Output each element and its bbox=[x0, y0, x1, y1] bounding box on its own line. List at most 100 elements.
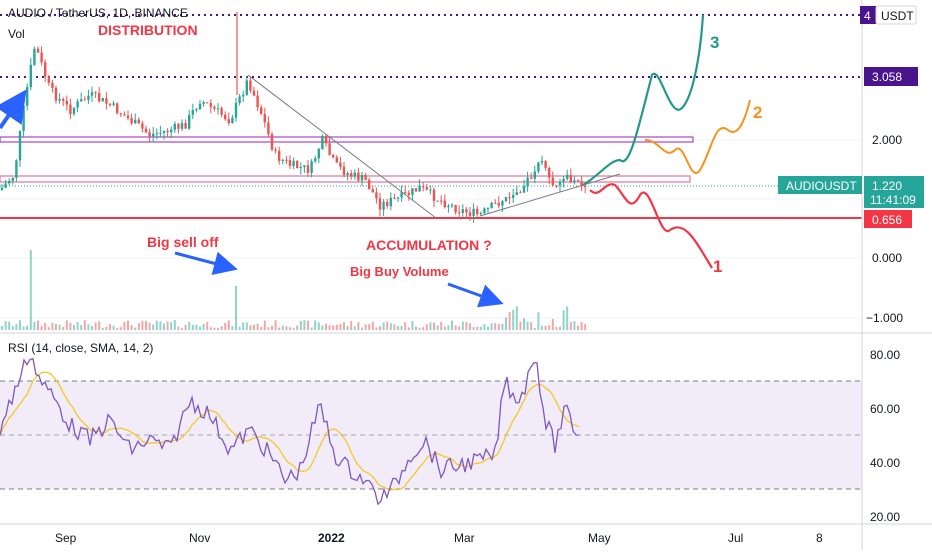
candle[interactable] bbox=[490, 202, 493, 208]
candle[interactable] bbox=[288, 160, 292, 166]
candle[interactable] bbox=[303, 165, 306, 168]
candle[interactable] bbox=[206, 102, 209, 104]
candle[interactable] bbox=[184, 123, 187, 129]
candle[interactable] bbox=[497, 202, 500, 206]
candle[interactable] bbox=[270, 134, 274, 150]
candle[interactable] bbox=[202, 102, 205, 104]
candle[interactable] bbox=[144, 128, 148, 133]
candle[interactable] bbox=[105, 98, 108, 104]
candle[interactable] bbox=[461, 209, 464, 213]
candle[interactable] bbox=[353, 172, 356, 177]
candle[interactable] bbox=[72, 107, 76, 114]
candle[interactable] bbox=[173, 123, 176, 130]
price-scale[interactable]: 2.000 0.000 −1.000 bbox=[866, 133, 903, 325]
candle[interactable] bbox=[483, 208, 486, 214]
candle[interactable] bbox=[530, 177, 533, 179]
candle[interactable] bbox=[436, 200, 439, 202]
candle[interactable] bbox=[450, 204, 454, 206]
candle[interactable] bbox=[292, 160, 295, 166]
candle[interactable] bbox=[310, 161, 313, 173]
candle[interactable] bbox=[108, 103, 112, 105]
candle[interactable] bbox=[425, 187, 428, 190]
candle[interactable] bbox=[321, 135, 324, 149]
candle[interactable] bbox=[101, 98, 104, 102]
candle[interactable] bbox=[328, 143, 331, 155]
candle[interactable] bbox=[296, 160, 299, 168]
candle[interactable] bbox=[29, 64, 32, 88]
candle[interactable] bbox=[314, 158, 317, 162]
candle[interactable] bbox=[191, 110, 194, 115]
candle[interactable] bbox=[368, 179, 371, 190]
candle[interactable] bbox=[544, 161, 547, 168]
candle[interactable] bbox=[112, 103, 115, 105]
candle[interactable] bbox=[472, 208, 475, 216]
candle[interactable] bbox=[519, 192, 522, 194]
candle[interactable] bbox=[569, 174, 572, 183]
candle[interactable] bbox=[285, 159, 288, 161]
candle[interactable] bbox=[252, 90, 256, 96]
candle[interactable] bbox=[58, 98, 61, 101]
candle[interactable] bbox=[36, 48, 40, 53]
candle[interactable] bbox=[342, 166, 346, 175]
candle[interactable] bbox=[540, 161, 544, 163]
candle[interactable] bbox=[378, 198, 382, 210]
candle[interactable] bbox=[476, 208, 479, 214]
candle[interactable] bbox=[389, 197, 392, 207]
candle[interactable] bbox=[213, 106, 216, 109]
rsi-line[interactable] bbox=[0, 357, 580, 506]
candle[interactable] bbox=[116, 103, 119, 114]
candle[interactable] bbox=[576, 180, 580, 182]
candle[interactable] bbox=[62, 98, 65, 101]
candle[interactable] bbox=[429, 189, 432, 191]
candle[interactable] bbox=[512, 195, 515, 198]
candle[interactable] bbox=[26, 87, 29, 106]
candle[interactable] bbox=[245, 80, 248, 95]
candle[interactable] bbox=[119, 113, 122, 115]
candle[interactable] bbox=[123, 114, 126, 116]
candle[interactable] bbox=[573, 180, 576, 183]
candle[interactable] bbox=[396, 197, 400, 199]
candle[interactable] bbox=[216, 108, 220, 110]
candle[interactable] bbox=[54, 87, 58, 101]
candle[interactable] bbox=[267, 122, 270, 135]
candle[interactable] bbox=[411, 188, 414, 195]
candle[interactable] bbox=[44, 62, 47, 77]
candlestick-series[interactable] bbox=[0, 46, 587, 223]
candle[interactable] bbox=[317, 148, 320, 159]
candle[interactable] bbox=[87, 95, 90, 100]
candle[interactable] bbox=[65, 100, 68, 105]
candle[interactable] bbox=[152, 133, 155, 137]
candle[interactable] bbox=[533, 171, 536, 179]
candle[interactable] bbox=[508, 197, 511, 199]
candle[interactable] bbox=[382, 201, 385, 210]
candle[interactable] bbox=[90, 92, 94, 96]
candle[interactable] bbox=[69, 104, 72, 114]
candle[interactable] bbox=[40, 52, 43, 63]
candle[interactable] bbox=[562, 178, 565, 182]
candle[interactable] bbox=[454, 204, 457, 213]
candle[interactable] bbox=[83, 99, 86, 101]
scenario-1-path[interactable] bbox=[589, 183, 713, 269]
candle[interactable] bbox=[195, 109, 198, 111]
candle[interactable] bbox=[18, 130, 22, 161]
candle[interactable] bbox=[407, 192, 410, 195]
candle[interactable] bbox=[130, 118, 133, 124]
candle[interactable] bbox=[306, 165, 310, 173]
candle[interactable] bbox=[242, 94, 245, 97]
candle[interactable] bbox=[422, 186, 425, 188]
candle[interactable] bbox=[166, 130, 169, 133]
candle[interactable] bbox=[33, 48, 36, 65]
candle[interactable] bbox=[8, 181, 11, 184]
candle[interactable] bbox=[162, 130, 166, 133]
price-pane[interactable] bbox=[0, 0, 862, 332]
candle[interactable] bbox=[249, 80, 252, 91]
candle[interactable] bbox=[324, 135, 328, 144]
candle[interactable] bbox=[274, 149, 277, 151]
candle[interactable] bbox=[159, 132, 162, 134]
candle[interactable] bbox=[15, 160, 18, 178]
candle[interactable] bbox=[281, 159, 284, 161]
scenario-2-path[interactable] bbox=[644, 99, 751, 174]
candle[interactable] bbox=[94, 92, 97, 94]
candle[interactable] bbox=[548, 167, 551, 178]
candle[interactable] bbox=[148, 132, 151, 137]
